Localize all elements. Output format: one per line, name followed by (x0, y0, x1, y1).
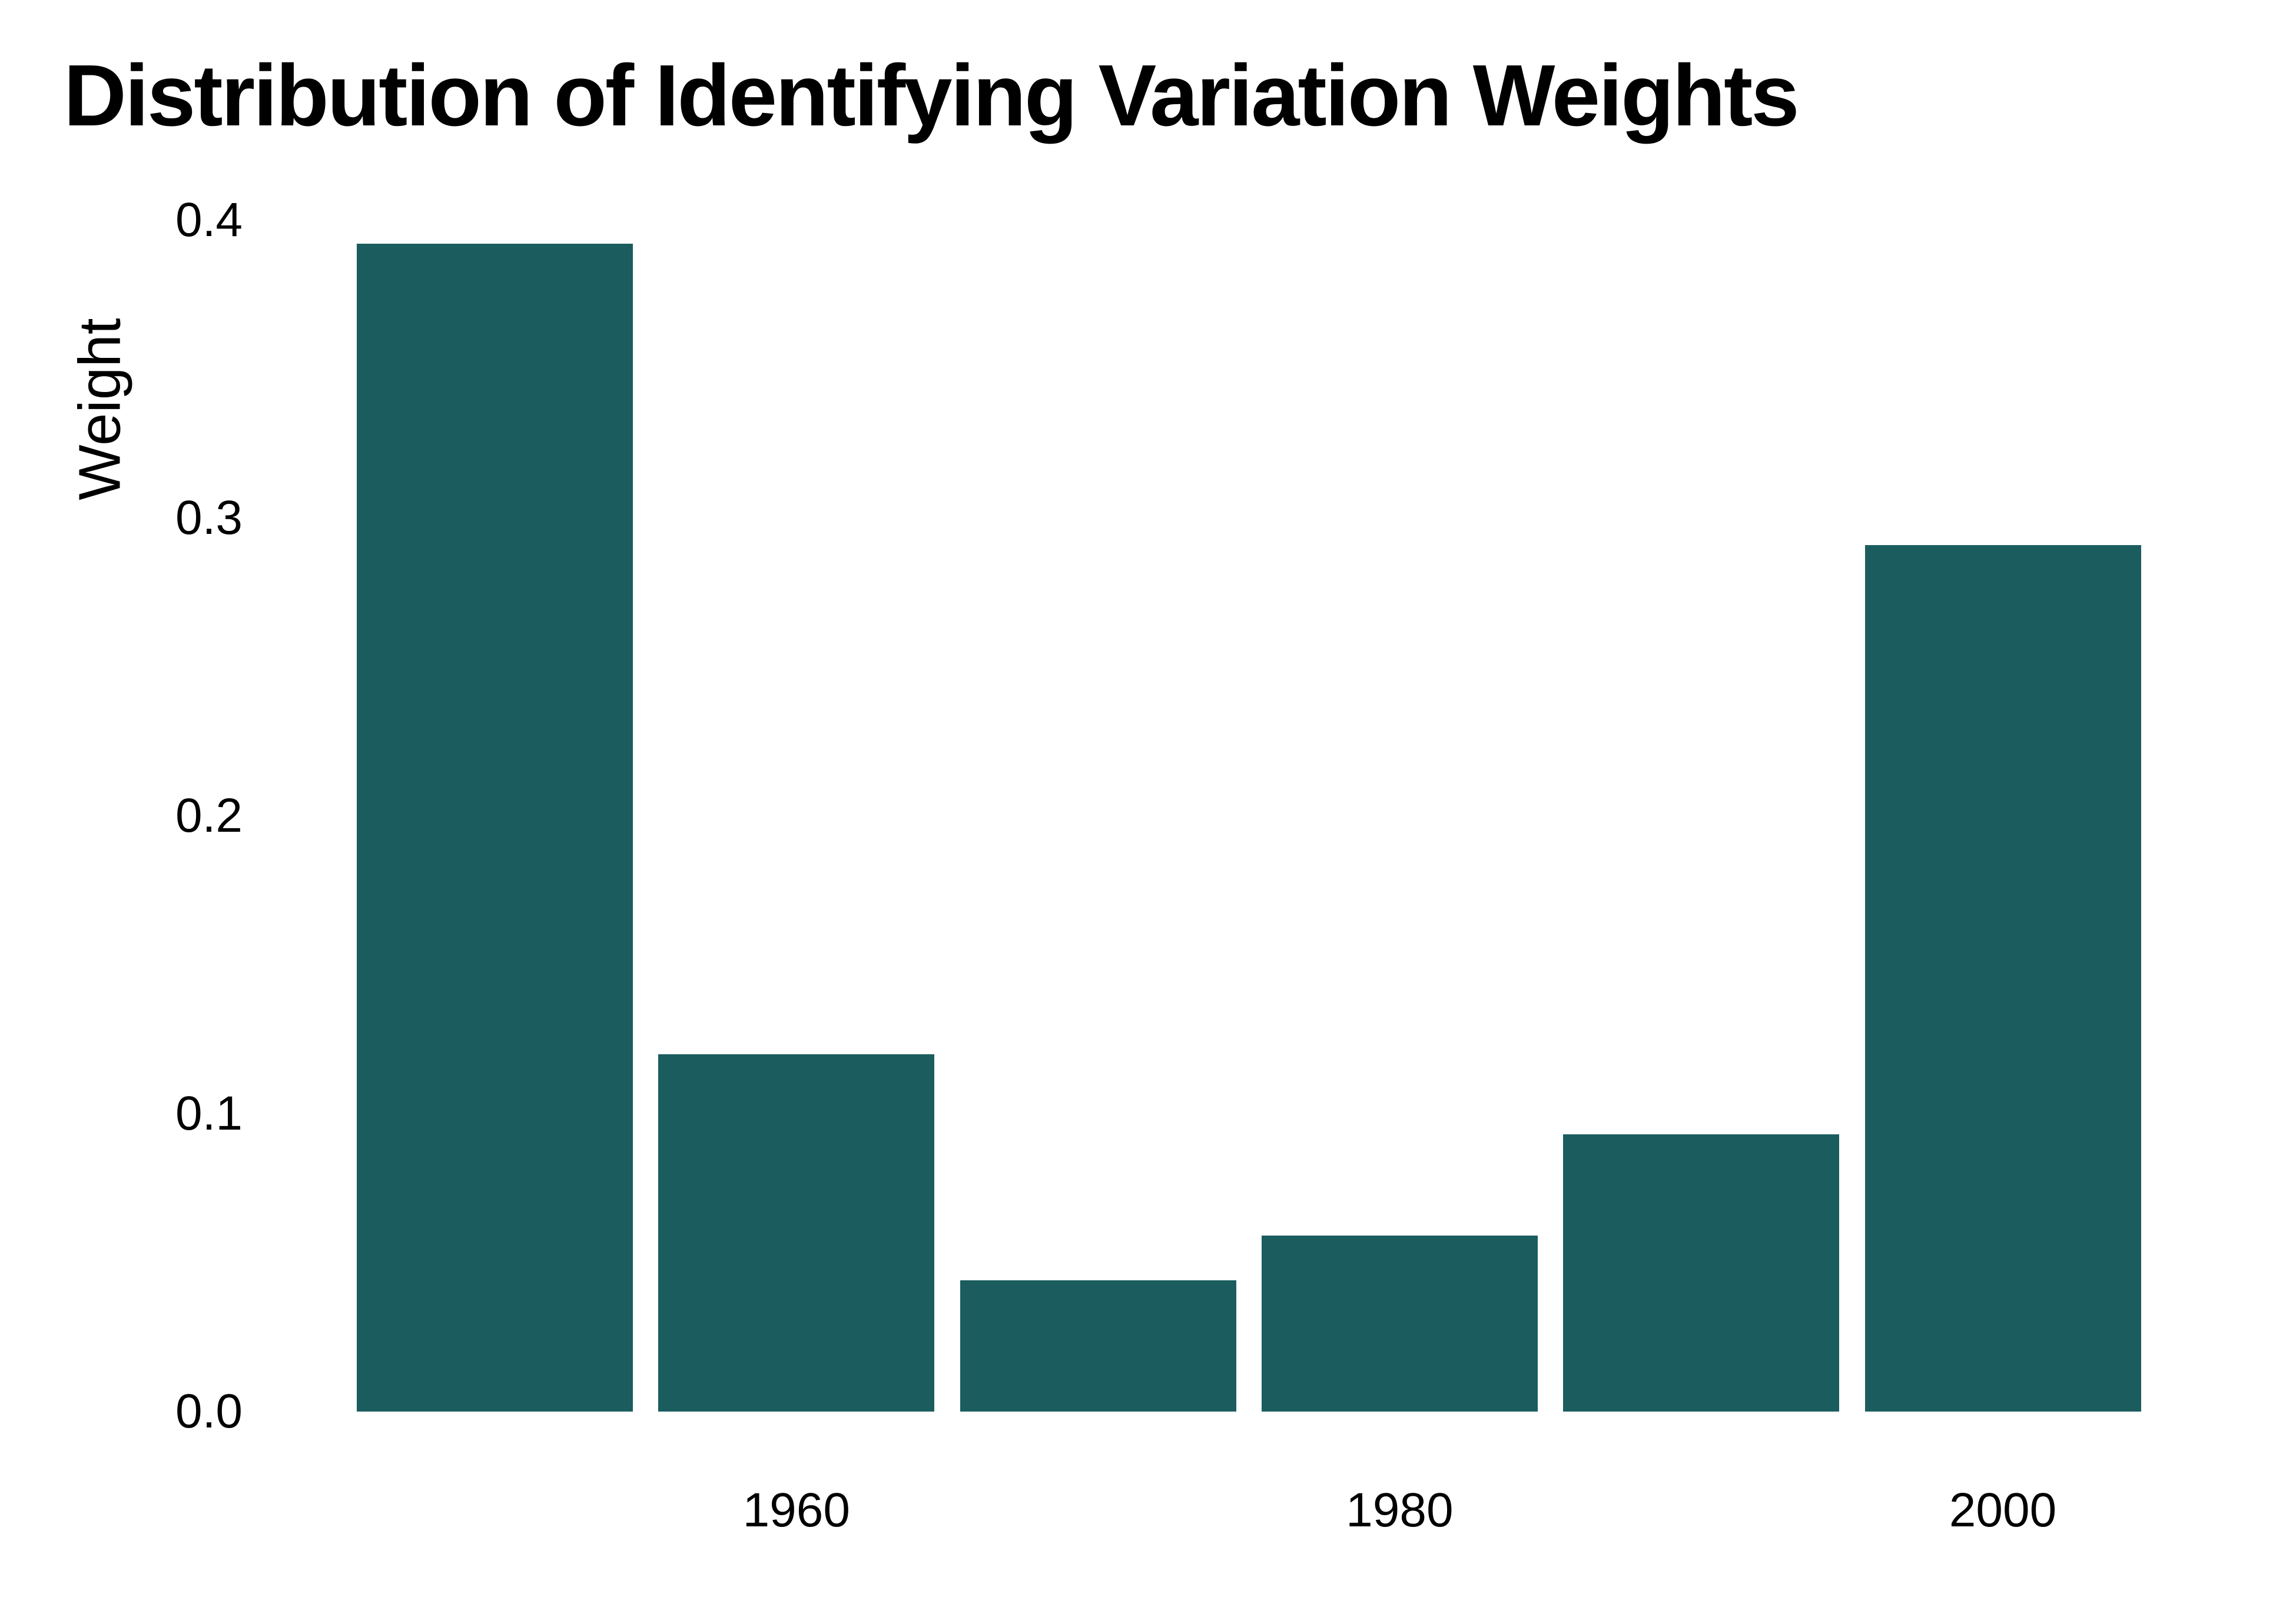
bar-2000 (1864, 544, 2141, 1412)
bar-1960 (658, 1054, 935, 1412)
x-tick-label-2000: 2000 (1949, 1483, 2057, 1537)
y-tick-label-0.1: 0.1 (175, 1087, 243, 1140)
chart-title: Distribution of Identifying Variation We… (64, 47, 1800, 144)
bar-1950 (357, 244, 633, 1412)
y-tick-label-0.0: 0.0 (175, 1384, 243, 1438)
y-tick-label-0.2: 0.2 (175, 789, 243, 842)
y-tick-label-0.4: 0.4 (175, 193, 243, 247)
x-tick-label-1960: 1960 (742, 1483, 850, 1537)
x-tick-label-1980: 1980 (1346, 1483, 1454, 1537)
bar-1980 (1261, 1236, 1538, 1412)
y-tick-label-0.3: 0.3 (175, 491, 243, 544)
bar-1970 (960, 1280, 1236, 1412)
bar-1990 (1563, 1134, 1840, 1412)
